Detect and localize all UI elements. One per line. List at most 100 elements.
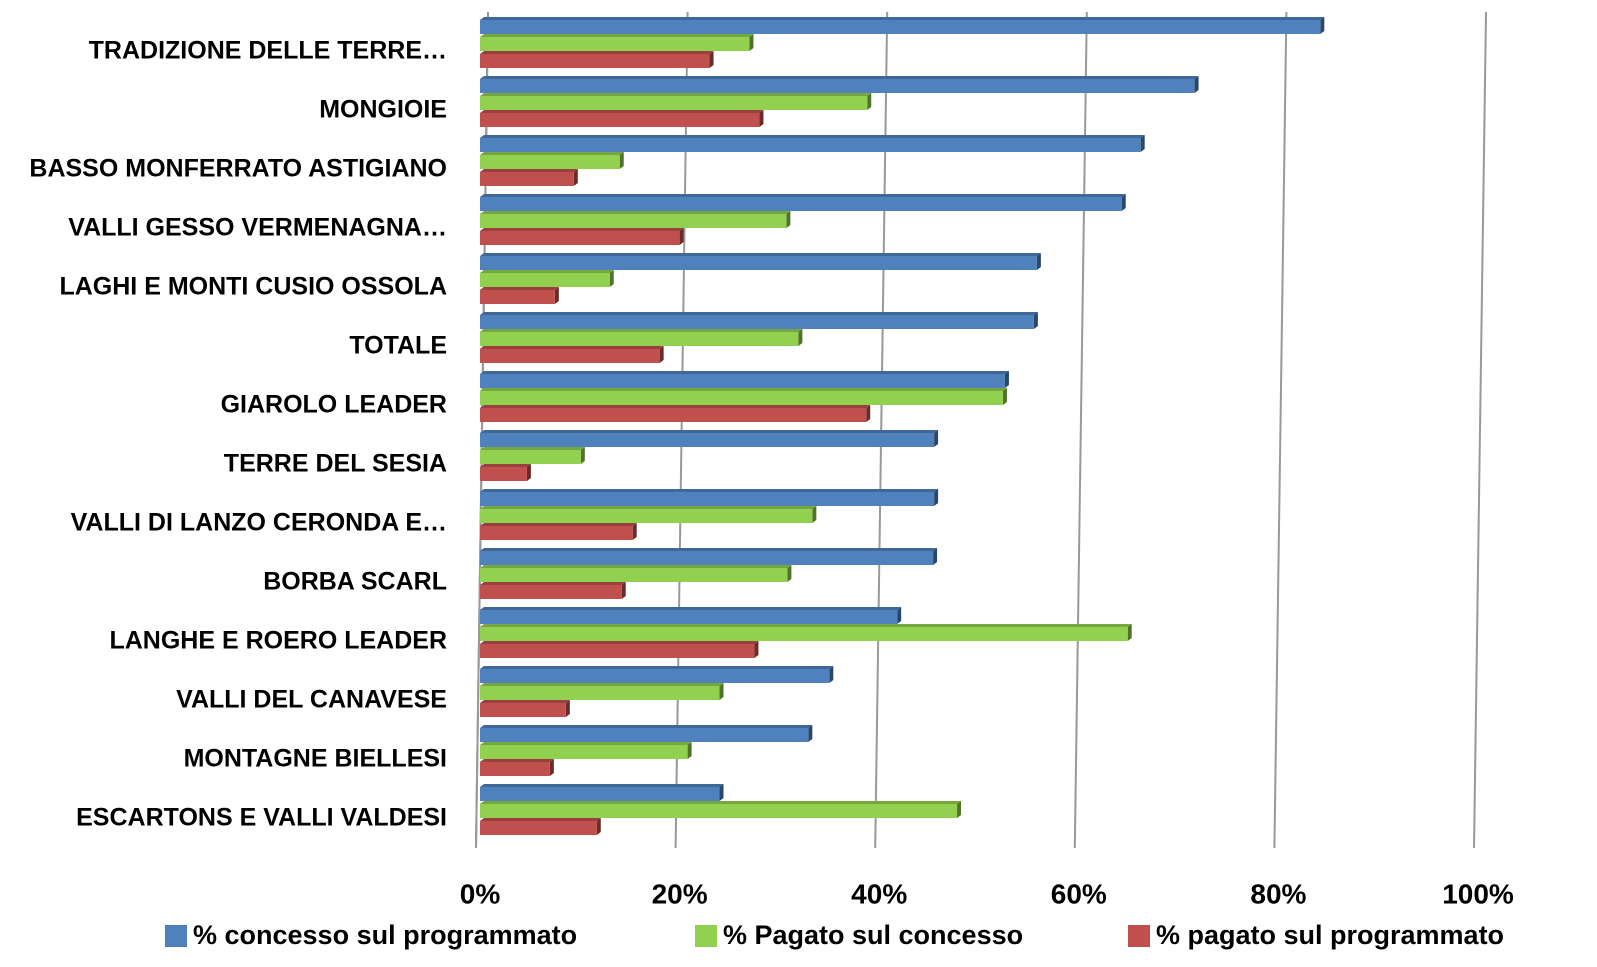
legend-label: % concesso sul programmato — [193, 920, 577, 950]
bar-side — [1127, 624, 1132, 641]
bar — [480, 644, 755, 658]
bar-top — [480, 818, 601, 821]
bar — [480, 526, 633, 540]
bar-top — [480, 607, 902, 610]
bar-side — [565, 700, 570, 717]
bar-top — [480, 371, 1009, 374]
bar-side — [808, 725, 813, 742]
bar-side — [812, 506, 817, 523]
bar-top — [480, 666, 834, 669]
bar-top — [480, 228, 684, 231]
bar — [480, 79, 1195, 93]
bar-side — [1320, 17, 1325, 34]
bar — [480, 332, 799, 346]
bar — [480, 315, 1034, 329]
bar-side — [829, 666, 834, 683]
bar — [480, 467, 527, 481]
bar-top — [480, 447, 585, 450]
category-label: TRADIZIONE DELLE TERRE… — [89, 37, 447, 65]
bar-top — [480, 34, 754, 37]
bar-side — [632, 523, 637, 540]
bar — [480, 745, 688, 759]
x-tick-label: 0% — [460, 878, 501, 909]
category-label: ESCARTONS E VALLI VALDESI — [76, 804, 447, 832]
bar — [480, 273, 610, 287]
bar-side — [897, 607, 902, 624]
bar-top — [480, 489, 939, 492]
legend-swatch — [695, 925, 717, 947]
bar-side — [596, 818, 601, 835]
bar-side — [787, 565, 792, 582]
bar-top — [480, 76, 1199, 79]
legend-swatch — [1128, 925, 1150, 947]
bar — [480, 37, 750, 51]
bar-top — [480, 169, 578, 172]
bar-top — [480, 784, 724, 787]
bar-side — [1033, 312, 1038, 329]
bar-top — [480, 700, 570, 703]
bar-top — [480, 430, 939, 433]
category-label: BORBA SCARL — [263, 568, 447, 596]
bar-side — [866, 405, 871, 422]
legend-swatch — [165, 925, 187, 947]
bar-top — [480, 211, 791, 214]
bar-side — [759, 110, 764, 127]
category-label: VALLI DI LANZO CERONDA E… — [71, 509, 447, 537]
bar-side — [621, 582, 626, 599]
bar-top — [480, 582, 626, 585]
bar — [480, 433, 935, 447]
bar-side — [749, 34, 754, 51]
x-tick-label: 100% — [1442, 878, 1514, 909]
bar — [480, 686, 720, 700]
bar — [480, 231, 680, 245]
bar — [480, 214, 787, 228]
bar-top — [480, 506, 817, 509]
bar-side — [786, 211, 791, 228]
bar-top — [480, 624, 1132, 627]
bar-side — [957, 801, 962, 818]
category-label: VALLI GESSO VERMENAGNA… — [68, 214, 447, 242]
bar-side — [719, 784, 724, 801]
bar-top — [480, 329, 803, 332]
bar-side — [549, 759, 554, 776]
bar — [480, 669, 830, 683]
bar — [480, 509, 813, 523]
bar — [480, 290, 555, 304]
bar — [480, 703, 566, 717]
bar-side — [1140, 135, 1145, 152]
x-tick-label: 40% — [851, 878, 907, 909]
bar — [480, 54, 710, 68]
bar — [480, 821, 597, 835]
bar-top — [480, 135, 1145, 138]
bar-side — [719, 683, 724, 700]
bar-top — [480, 312, 1038, 315]
bar — [480, 762, 550, 776]
bar — [480, 787, 720, 801]
bar-top — [480, 548, 938, 551]
category-label: LANGHE E ROERO LEADER — [109, 627, 447, 655]
bar — [480, 96, 868, 110]
bar-side — [754, 641, 759, 658]
bar-side — [1121, 194, 1126, 211]
bar-top — [480, 683, 724, 686]
bar-top — [480, 742, 692, 745]
bar-side — [867, 93, 872, 110]
bar-side — [554, 287, 559, 304]
bar — [480, 408, 867, 422]
bar-top — [480, 253, 1041, 256]
bar-top — [480, 641, 759, 644]
bar — [480, 492, 935, 506]
bar — [480, 349, 660, 363]
bar — [480, 610, 898, 624]
category-label: MONTAGNE BIELLESI — [184, 745, 447, 773]
bar — [480, 551, 934, 565]
bar — [480, 138, 1141, 152]
bar-side — [798, 329, 803, 346]
bar-side — [679, 228, 684, 245]
bar — [480, 391, 1003, 405]
bar-top — [480, 464, 531, 467]
bar-side — [619, 152, 624, 169]
bar-side — [1004, 371, 1009, 388]
bar — [480, 113, 760, 127]
bar-side — [659, 346, 664, 363]
